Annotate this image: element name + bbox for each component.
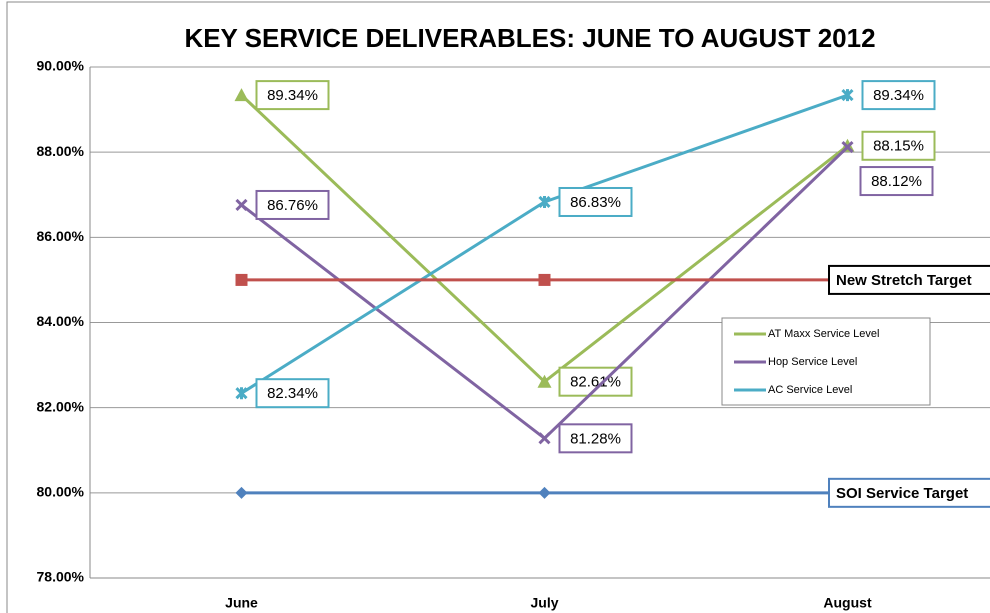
data-label-box bbox=[255, 378, 330, 409]
data-label-text: 86.83% bbox=[570, 194, 621, 211]
data-label: 81.28% bbox=[558, 423, 633, 454]
marker bbox=[841, 89, 854, 102]
legend: AT Maxx Service Level Hop Service Level AC… bbox=[721, 317, 931, 406]
y-tick-label: 86.00% bbox=[37, 228, 85, 244]
target-label: SOI Service Target bbox=[828, 477, 990, 508]
target-label-text: SOI Service Target bbox=[836, 485, 968, 502]
legend-label: Hop Service Level bbox=[768, 356, 857, 368]
marker bbox=[538, 486, 551, 499]
data-label-box bbox=[255, 189, 330, 220]
y-tick-label: 80.00% bbox=[37, 484, 85, 500]
marker bbox=[537, 374, 552, 388]
marker bbox=[234, 88, 249, 102]
data-label-box bbox=[558, 186, 633, 217]
target-label-box bbox=[828, 264, 990, 295]
x-tick-label: August bbox=[823, 595, 872, 611]
marker bbox=[235, 198, 248, 212]
y-tick-label: 82.00% bbox=[37, 398, 85, 414]
marker bbox=[235, 486, 248, 499]
data-label-text: 86.76% bbox=[267, 197, 318, 214]
marker bbox=[538, 195, 551, 209]
chart-border bbox=[6, 1, 990, 613]
target-label-box bbox=[828, 477, 990, 508]
target-label: New Stretch Target bbox=[828, 264, 990, 295]
chart-title: KEY SERVICE DELIVERABLES: JUNE TO AUGUST… bbox=[184, 23, 875, 53]
data-label-box bbox=[558, 423, 633, 454]
data-label-text: 89.34% bbox=[873, 87, 924, 104]
marker bbox=[235, 273, 248, 286]
data-label: 82.34% bbox=[255, 378, 330, 409]
marker bbox=[538, 273, 551, 286]
y-tick-label: 88.00% bbox=[37, 143, 85, 159]
data-label-text: 81.28% bbox=[570, 430, 621, 447]
y-tick-label: 84.00% bbox=[37, 313, 85, 329]
marker bbox=[235, 387, 248, 400]
data-label-text: 89.34% bbox=[267, 87, 318, 104]
data-label: 88.15% bbox=[861, 130, 936, 161]
y-tick-label: 78.00% bbox=[37, 569, 85, 585]
target-label-text: New Stretch Target bbox=[836, 272, 972, 289]
legend-label: AC Service Level bbox=[768, 384, 852, 396]
data-label-text: 88.12% bbox=[871, 173, 922, 190]
marker bbox=[841, 140, 854, 154]
y-tick-label: 90.00% bbox=[37, 58, 85, 74]
x-tick-label: July bbox=[530, 595, 558, 611]
data-label: 88.12% bbox=[859, 166, 934, 197]
data-label-text: 88.15% bbox=[873, 138, 924, 155]
data-label: 82.61% bbox=[558, 366, 633, 397]
marker bbox=[538, 432, 551, 445]
data-label: 86.83% bbox=[558, 186, 633, 217]
data-label-box bbox=[859, 166, 934, 197]
data-label: 86.76% bbox=[255, 189, 330, 220]
data-label: 89.34% bbox=[861, 80, 936, 111]
x-tick-label: June bbox=[225, 595, 258, 611]
data-label-box bbox=[861, 130, 936, 161]
data-label-box bbox=[861, 80, 936, 111]
data-label-text: 82.34% bbox=[267, 385, 318, 402]
legend-label: AT Maxx Service Level bbox=[768, 328, 879, 340]
data-label-box bbox=[255, 80, 330, 111]
data-label: 89.34% bbox=[255, 80, 330, 111]
